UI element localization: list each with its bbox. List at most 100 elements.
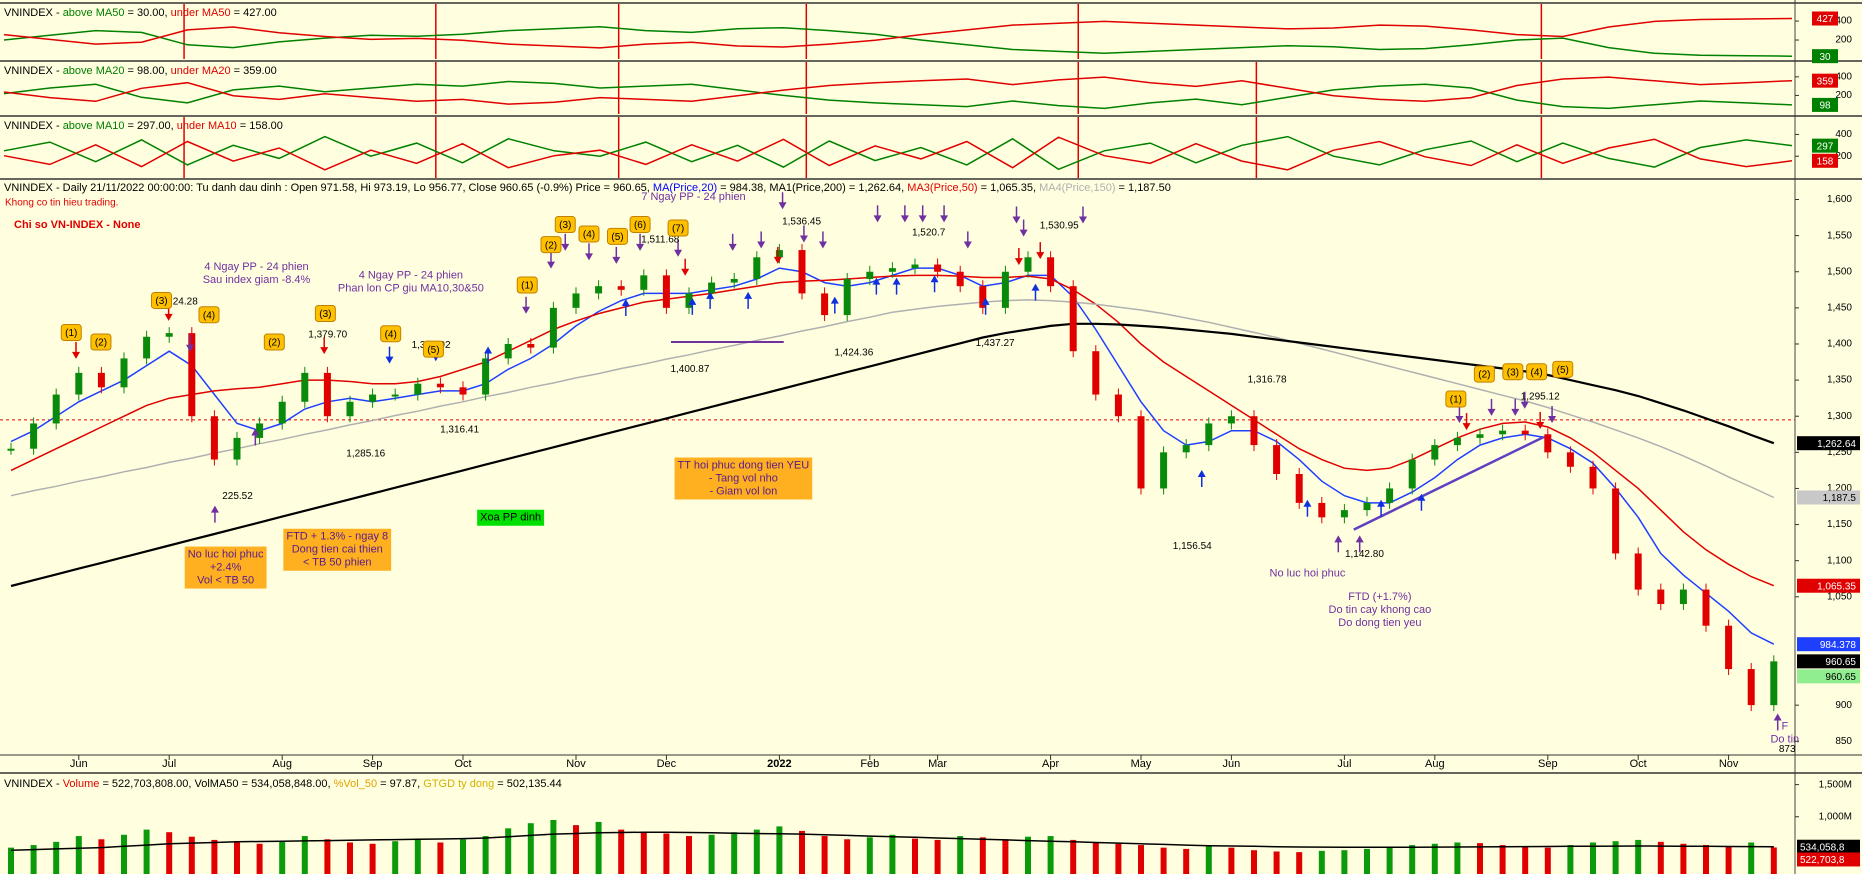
wave-label: (3) [319,309,331,320]
candle [1589,466,1597,489]
wave-label: (1) [65,328,77,339]
candle [369,394,377,402]
candle [572,293,580,308]
candle [391,394,399,397]
price-label: 1,437.27 [976,338,1015,349]
signal-arrow [1334,535,1343,543]
volume-bar [979,837,986,874]
header-part: GTGD ty dong [423,778,494,790]
candle [210,416,218,460]
volume-bar [1454,842,1461,874]
candle [1544,434,1552,453]
wave-badge [90,333,112,351]
volume-bar [1409,845,1416,874]
value-tag [1812,153,1838,168]
candle [1634,553,1642,590]
note-text: Dong tien cai thien [292,544,383,556]
volume-bar [1522,846,1529,874]
candle [1702,589,1710,626]
signal-arrow [930,275,939,283]
volume-bar [75,836,82,874]
header-part: = 1,065.35, [978,182,1039,194]
x-tick-label: Jun [1223,758,1241,770]
series-line [3,76,1793,105]
price-label: 1,285.16 [346,448,385,459]
candle [1612,488,1620,554]
price-tag-label: 984.378 [1820,640,1857,651]
volume-bar [1138,845,1144,874]
candle [1160,452,1168,489]
volume-bar [1115,843,1122,874]
candle [730,278,738,283]
y-tick-label: 1,050 [1827,591,1852,602]
signal-arrow [981,297,990,305]
y-tick-label: 1,150 [1827,519,1852,530]
wave-badge [516,276,538,294]
price-tag [1797,669,1860,684]
header-part: Volume [63,778,100,790]
volume-bar [1183,848,1190,874]
volume-bar [1386,847,1393,874]
candle [775,250,783,258]
volume-bar [460,839,466,874]
y-tick-label: 1,350 [1827,375,1852,386]
volume-bar [776,826,783,874]
candle [504,343,512,359]
note-text: Sau index giam -8.4% [203,274,311,286]
wave-label: (5) [1557,365,1569,376]
signal-arrow [778,202,787,210]
volume-bar [369,843,376,874]
wave-label: (2) [545,240,557,251]
candle [934,264,942,272]
volume-bar [595,821,602,874]
y-tick-label: 1,450 [1827,302,1852,313]
candle [1295,474,1303,503]
price-label: 1,424.36 [834,347,873,358]
header-part: VNINDEX - Daily 21/11/2022 00:00:00: Tu … [4,182,653,194]
wave-badge [578,225,600,243]
candle [911,264,919,269]
header-part: = 30.00, [124,7,170,19]
volume-bar [1748,842,1755,874]
header-part: %Vol_50 [334,778,377,790]
signal-arrow [918,215,927,223]
candle [662,275,670,308]
signal-arrow [1355,535,1364,543]
x-tick-label: Oct [454,758,471,770]
wave-label: (5) [427,345,439,356]
signal-arrow [900,215,909,223]
note-text: 4 Ngay PP - 24 phien [359,269,463,281]
candle [640,275,648,290]
price-label: 24.28 [173,296,198,307]
signal-arrow [1079,216,1087,224]
header-part: VNINDEX - [4,65,63,77]
candle [527,343,535,348]
candle [1521,430,1529,435]
price-label: 1,400.87 [670,364,709,375]
candle [1725,625,1733,670]
signal-arrow [484,346,493,354]
volume-bar [1612,841,1619,874]
volume-bar [1364,848,1370,874]
header-part: = 984.38, MA1(Price,200) = 1,262.64, [717,182,907,194]
volume-bar [30,845,37,874]
x-tick-label: 2022 [767,758,791,770]
volume-tag-label: 534,058,8 [1800,842,1845,853]
wave-label: (3) [559,220,571,231]
candle [617,286,625,290]
candle [1679,589,1687,605]
volume-bar [1477,843,1483,874]
signal-arrow [1417,493,1426,501]
candle [75,372,83,395]
signal-arrow [612,256,621,264]
signal-arrow [522,306,531,314]
candle [97,372,105,388]
candle [1431,445,1439,460]
candle [143,336,151,359]
price-label: 1,530.95 [1040,220,1079,231]
note-text: < TB 50 phien [303,557,372,569]
value-tag [1812,138,1838,153]
candle [1340,510,1348,518]
